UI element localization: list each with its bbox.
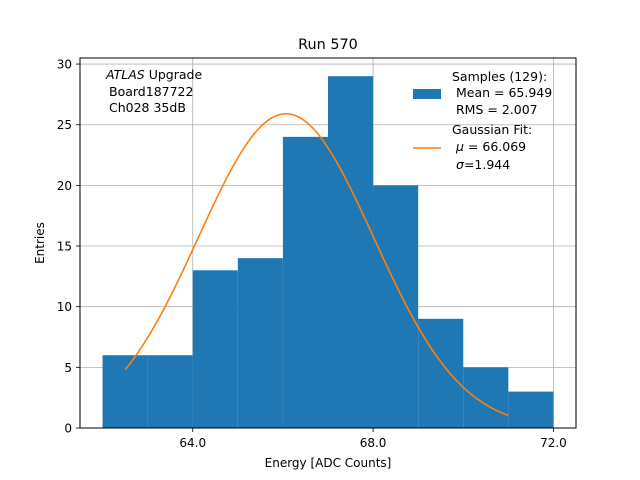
y-tick-label-5: 25 <box>57 118 72 132</box>
legend-samples-swatch <box>413 89 441 99</box>
histogram-bar-3 <box>237 258 283 428</box>
annotation-line-1: ATLAS Upgrade <box>105 67 202 82</box>
gaussian-fit-layer <box>124 113 509 417</box>
chart-title: Run 570 <box>298 37 358 53</box>
histogram-bar-0 <box>102 355 148 428</box>
legend-sigma-symbol: σ <box>456 157 465 172</box>
x-tick-label-1: 68.0 <box>360 436 387 450</box>
histogram-bars <box>102 76 554 429</box>
legend-sigma-value: =1.944 <box>464 157 510 172</box>
annotation-upgrade: Upgrade <box>145 67 203 82</box>
y-axis-label: Entries <box>33 222 47 264</box>
x-tick-label-0: 64.0 <box>179 436 206 450</box>
plot-frame <box>79 57 577 429</box>
histogram-bar-7 <box>418 318 464 428</box>
x-tick-label-2: 72.0 <box>540 436 567 450</box>
x-axis-label: Energy [ADC Counts] <box>265 456 392 470</box>
y-tick-label-2: 10 <box>57 300 72 314</box>
atlas-annotation: ATLAS Upgrade Board187722 Ch028 35dB <box>105 67 202 115</box>
y-tick-label-1: 5 <box>64 361 72 375</box>
histogram-bar-8 <box>463 367 509 428</box>
x-axis-ticks: 64.0 68.0 72.0 <box>179 428 567 450</box>
histogram-bar-5 <box>328 76 374 429</box>
legend-samples-mean: Mean = 65.949 <box>456 85 552 100</box>
legend-mu-value: = 66.069 <box>464 139 526 154</box>
legend-fit-sigma: σ=1.944 <box>456 157 510 172</box>
legend-samples-title: Samples (129): <box>452 69 547 84</box>
histogram-bar-2 <box>192 270 238 428</box>
legend-fit-mu: μ = 66.069 <box>455 139 526 154</box>
y-axis-ticks: 0 5 10 15 20 25 30 <box>57 58 80 436</box>
y-tick-label-0: 0 <box>64 422 72 436</box>
y-tick-label-3: 15 <box>57 240 72 254</box>
histogram-bar-6 <box>373 185 419 428</box>
legend-mu-symbol: μ <box>455 139 464 154</box>
histogram-bar-4 <box>282 136 328 428</box>
y-tick-label-4: 20 <box>57 179 72 193</box>
gaussian-fit-line <box>124 113 509 417</box>
legend-fit-title: Gaussian Fit: <box>452 122 532 137</box>
legend: Samples (129): Mean = 65.949 RMS = 2.007… <box>413 69 552 172</box>
annotation-line-2: Board187722 <box>109 84 193 99</box>
histogram-bar-9 <box>508 391 554 428</box>
y-tick-label-6: 30 <box>57 58 72 72</box>
histogram-bar-1 <box>147 355 193 428</box>
legend-samples-rms: RMS = 2.007 <box>456 102 538 117</box>
annotation-line-3: Ch028 35dB <box>109 100 186 115</box>
annotation-atlas: ATLAS <box>105 67 145 82</box>
